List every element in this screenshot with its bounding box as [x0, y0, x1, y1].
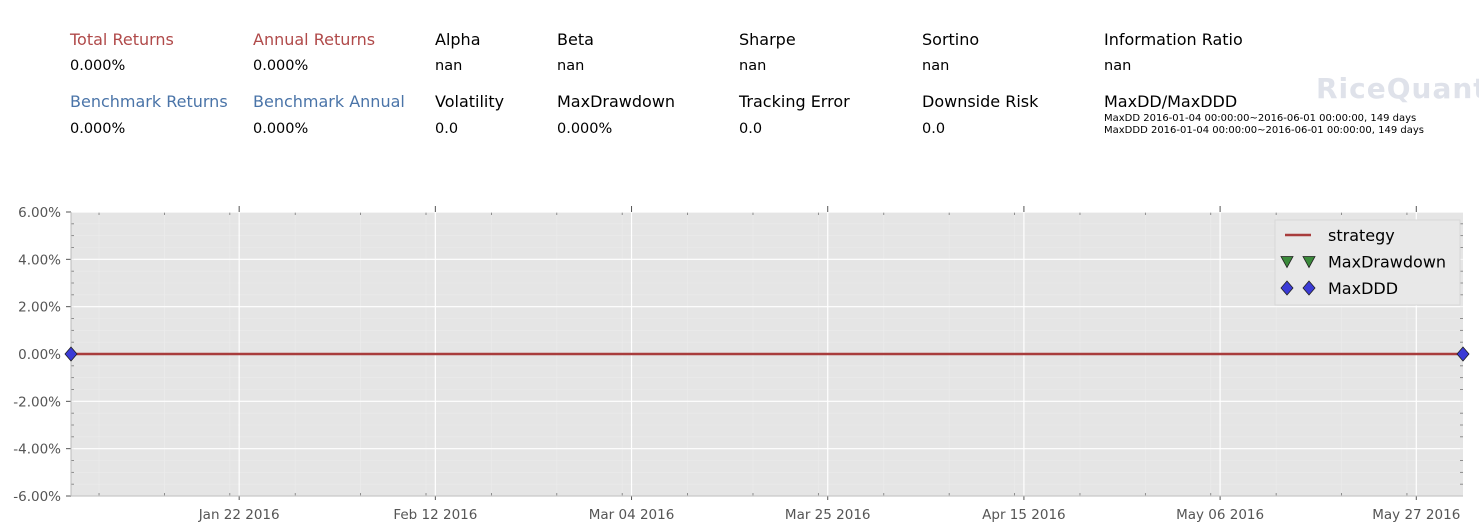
max-drawdown-value: 0.000% — [557, 121, 613, 137]
benchmark-annual-label: Benchmark Annual — [253, 92, 405, 111]
sortino-label: Sortino — [922, 30, 980, 49]
legend-maxddd-swatch — [1302, 280, 1316, 296]
downside-risk-value: 0.0 — [922, 121, 946, 137]
tracking-error-label: Tracking Error — [739, 92, 850, 111]
alpha-label: Alpha — [435, 30, 481, 49]
volatility-label: Volatility — [435, 92, 505, 111]
x-tick-label: Mar 04 2016 — [589, 507, 675, 523]
annual-returns-label: Annual Returns — [253, 30, 376, 49]
y-tick-label: 2.00% — [18, 300, 61, 316]
sharpe-value: nan — [739, 58, 767, 74]
total-returns-value: 0.000% — [70, 58, 126, 74]
legend-label: MaxDrawdown — [1328, 253, 1446, 272]
y-tick-label: -2.00% — [13, 394, 61, 410]
y-tick-label: -4.00% — [13, 442, 61, 458]
downside-risk-label: Downside Risk — [922, 92, 1039, 111]
legend-maxdrawdown-swatch — [1280, 256, 1294, 269]
maxddd-marker — [64, 346, 78, 362]
information-ratio-label: Information Ratio — [1104, 30, 1243, 49]
tracking-error-value: 0.0 — [739, 121, 763, 137]
legend-label: MaxDDD — [1328, 279, 1398, 298]
sortino-value: nan — [922, 58, 950, 74]
x-tick-label: Feb 12 2016 — [393, 507, 477, 523]
legend-maxdrawdown-swatch — [1302, 256, 1316, 269]
y-tick-label: 4.00% — [18, 252, 61, 268]
max-drawdown-label: MaxDrawdown — [557, 92, 676, 111]
maxdd-note: MaxDD 2016-01-04 00:00:00~2016-06-01 00:… — [1104, 113, 1417, 124]
maxddd-note: MaxDDD 2016-01-04 00:00:00~2016-06-01 00… — [1104, 125, 1424, 136]
beta-label: Beta — [557, 30, 594, 49]
x-tick-label: Apr 15 2016 — [982, 507, 1065, 523]
y-tick-label: 0.00% — [18, 347, 61, 363]
legend: strategy MaxDrawdown MaxDDD — [1274, 219, 1461, 306]
ricequant-logo: RiceQuant — [1316, 72, 1479, 105]
y-tick-label: -6.00% — [13, 489, 61, 505]
x-tick-label: May 06 2016 — [1176, 507, 1264, 523]
x-tick-label: May 27 2016 — [1372, 507, 1460, 523]
benchmark-annual-value: 0.000% — [253, 121, 309, 137]
legend-label: strategy — [1328, 226, 1395, 245]
y-tick-label: 6.00% — [18, 205, 61, 221]
alpha-value: nan — [435, 58, 463, 74]
annual-returns-value: 0.000% — [253, 58, 309, 74]
total-returns-label: Total Returns — [70, 30, 174, 49]
maxddd-marker — [1456, 346, 1470, 362]
beta-value: nan — [557, 58, 585, 74]
legend-maxddd-swatch — [1280, 280, 1294, 296]
information-ratio-value: nan — [1104, 58, 1132, 74]
x-tick-label: Jan 22 2016 — [198, 507, 280, 523]
volatility-value: 0.0 — [435, 121, 459, 137]
sharpe-label: Sharpe — [739, 30, 796, 49]
benchmark-returns-label: Benchmark Returns — [70, 92, 228, 111]
maxdd-maxddd-label: MaxDD/MaxDDD — [1104, 92, 1238, 111]
x-tick-label: Mar 25 2016 — [785, 507, 871, 523]
benchmark-returns-value: 0.000% — [70, 121, 126, 137]
